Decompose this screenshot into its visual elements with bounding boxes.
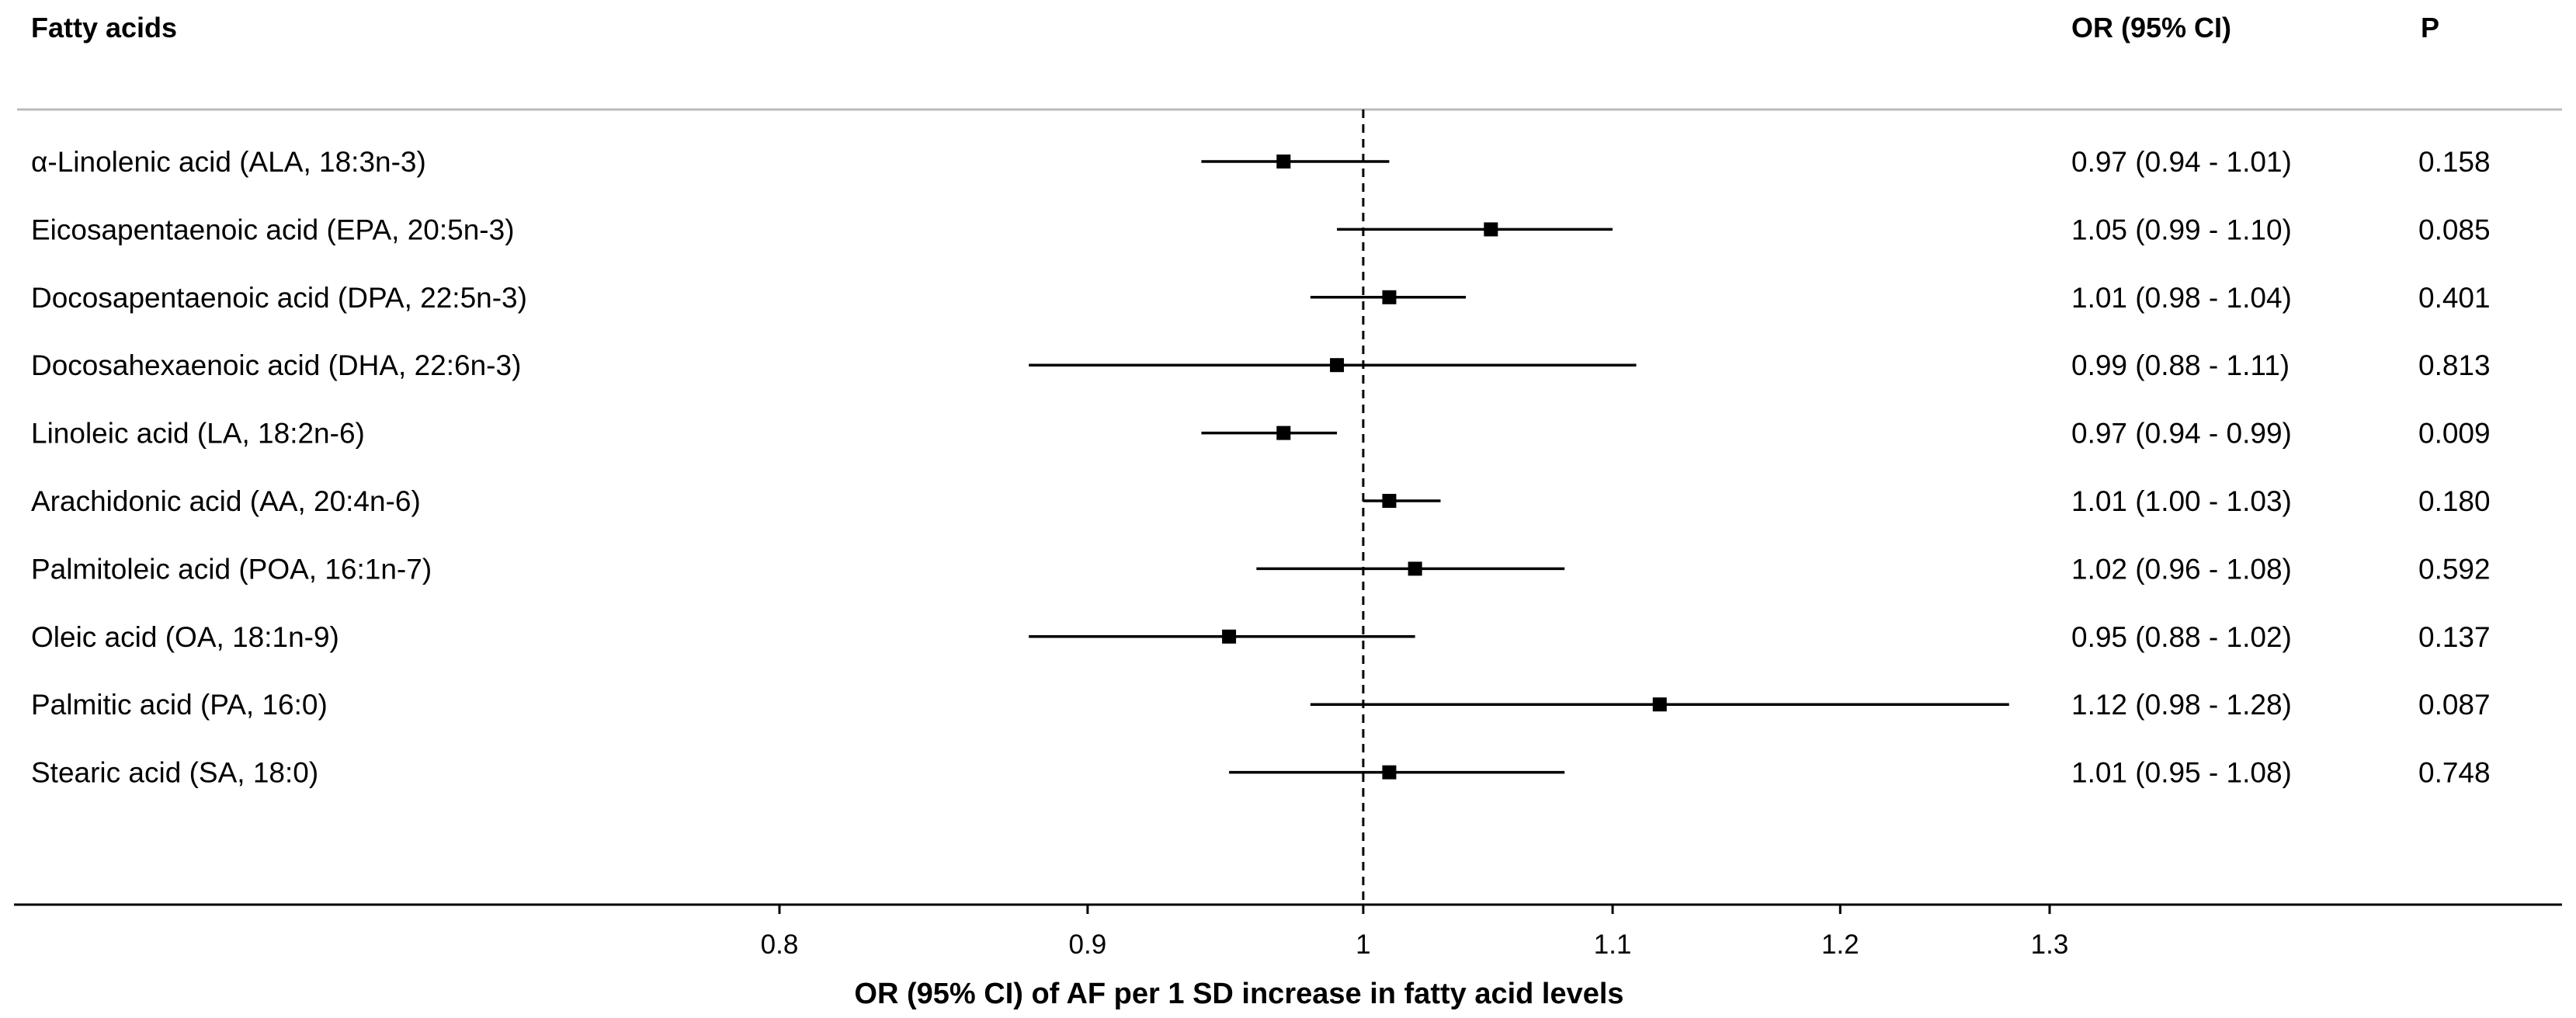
p-value: 0.087 bbox=[2418, 689, 2491, 721]
or-point bbox=[1276, 155, 1291, 169]
or-point bbox=[1330, 358, 1345, 373]
forest-row: Arachidonic acid (AA, 20:4n-6) 1.01 (1.00… bbox=[31, 485, 2491, 517]
p-value: 0.592 bbox=[2418, 553, 2491, 585]
p-value: 0.180 bbox=[2418, 485, 2491, 517]
or-ci-value: 1.12 (0.98 - 1.28) bbox=[2071, 689, 2292, 721]
p-value: 0.158 bbox=[2418, 146, 2491, 178]
x-tick-label: 1.3 bbox=[2031, 929, 2069, 960]
or-point bbox=[1222, 629, 1237, 644]
or-point bbox=[1382, 494, 1397, 508]
or-point bbox=[1652, 697, 1667, 712]
p-value: 0.009 bbox=[2418, 418, 2491, 450]
header-fatty-acids: Fatty acids bbox=[31, 12, 177, 43]
x-tick-label: 0.9 bbox=[1069, 929, 1107, 960]
row-label: Oleic acid (OA, 18:1n-9) bbox=[31, 621, 339, 653]
row-label: Docosapentaenoic acid (DPA, 22:5n-3) bbox=[31, 282, 527, 314]
or-ci-value: 0.97 (0.94 - 1.01) bbox=[2071, 146, 2292, 178]
or-point bbox=[1382, 290, 1397, 304]
row-label: Docosahexaenoic acid (DHA, 22:6n-3) bbox=[31, 349, 521, 381]
or-ci-value: 1.01 (1.00 - 1.03) bbox=[2071, 485, 2292, 517]
or-point bbox=[1484, 222, 1498, 237]
forest-row: Stearic acid (SA, 18:0) 1.01 (0.95 - 1.08… bbox=[31, 757, 2491, 789]
or-ci-value: 0.95 (0.88 - 1.02) bbox=[2071, 621, 2292, 653]
header-p: P bbox=[2421, 12, 2439, 43]
forest-row: Linoleic acid (LA, 18:2n-6) 0.97 (0.94 - … bbox=[31, 418, 2491, 450]
p-value: 0.401 bbox=[2418, 282, 2491, 314]
forest-row: Palmitoleic acid (POA, 16:1n-7) 1.02 (0.9… bbox=[31, 553, 2491, 585]
or-ci-value: 1.01 (0.98 - 1.04) bbox=[2071, 282, 2292, 314]
row-label: α-Linolenic acid (ALA, 18:3n-3) bbox=[31, 146, 426, 178]
forest-rows: α-Linolenic acid (ALA, 18:3n-3) 0.97 (0.9… bbox=[31, 146, 2491, 789]
header-or-ci: OR (95% CI) bbox=[2071, 12, 2231, 43]
or-point bbox=[1276, 426, 1291, 440]
x-tick-label: 0.8 bbox=[761, 929, 799, 960]
forest-row: Oleic acid (OA, 18:1n-9) 0.95 (0.88 - 1.0… bbox=[31, 621, 2491, 653]
or-point bbox=[1408, 561, 1422, 576]
row-label: Palmitic acid (PA, 16:0) bbox=[31, 689, 328, 721]
row-label: Eicosapentaenoic acid (EPA, 20:5n-3) bbox=[31, 214, 515, 245]
or-ci-value: 1.02 (0.96 - 1.08) bbox=[2071, 553, 2292, 585]
row-label: Linoleic acid (LA, 18:2n-6) bbox=[31, 418, 365, 450]
forest-row: Docosapentaenoic acid (DPA, 22:5n-3) 1.01… bbox=[31, 282, 2491, 314]
p-value: 0.137 bbox=[2418, 621, 2491, 653]
x-axis-label: OR (95% CI) of AF per 1 SD increase in f… bbox=[854, 978, 1623, 1010]
row-label: Palmitoleic acid (POA, 16:1n-7) bbox=[31, 553, 432, 585]
p-value: 0.813 bbox=[2418, 349, 2491, 381]
or-ci-value: 1.05 (0.99 - 1.10) bbox=[2071, 214, 2292, 245]
or-ci-value: 0.99 (0.88 - 1.11) bbox=[2071, 349, 2290, 381]
row-label: Stearic acid (SA, 18:0) bbox=[31, 757, 318, 789]
forest-row: α-Linolenic acid (ALA, 18:3n-3) 0.97 (0.9… bbox=[31, 146, 2491, 178]
p-value: 0.748 bbox=[2418, 757, 2491, 789]
x-tick-label: 1.2 bbox=[1821, 929, 1859, 960]
or-ci-value: 0.97 (0.94 - 0.99) bbox=[2071, 418, 2292, 450]
or-point bbox=[1382, 765, 1397, 780]
x-axis-ticks: 0.8 0.9 1 1.1 1.2 1.3 bbox=[761, 905, 2069, 960]
forest-row: Eicosapentaenoic acid (EPA, 20:5n-3) 1.05… bbox=[31, 214, 2491, 245]
x-tick-label: 1 bbox=[1356, 929, 1370, 960]
p-value: 0.085 bbox=[2418, 214, 2491, 245]
forest-row: Docosahexaenoic acid (DHA, 22:6n-3) 0.99 … bbox=[31, 349, 2491, 381]
row-label: Arachidonic acid (AA, 20:4n-6) bbox=[31, 485, 421, 517]
forest-row: Palmitic acid (PA, 16:0) 1.12 (0.98 - 1.2… bbox=[31, 689, 2491, 721]
or-ci-value: 1.01 (0.95 - 1.08) bbox=[2071, 757, 2292, 789]
x-tick-label: 1.1 bbox=[1594, 929, 1632, 960]
